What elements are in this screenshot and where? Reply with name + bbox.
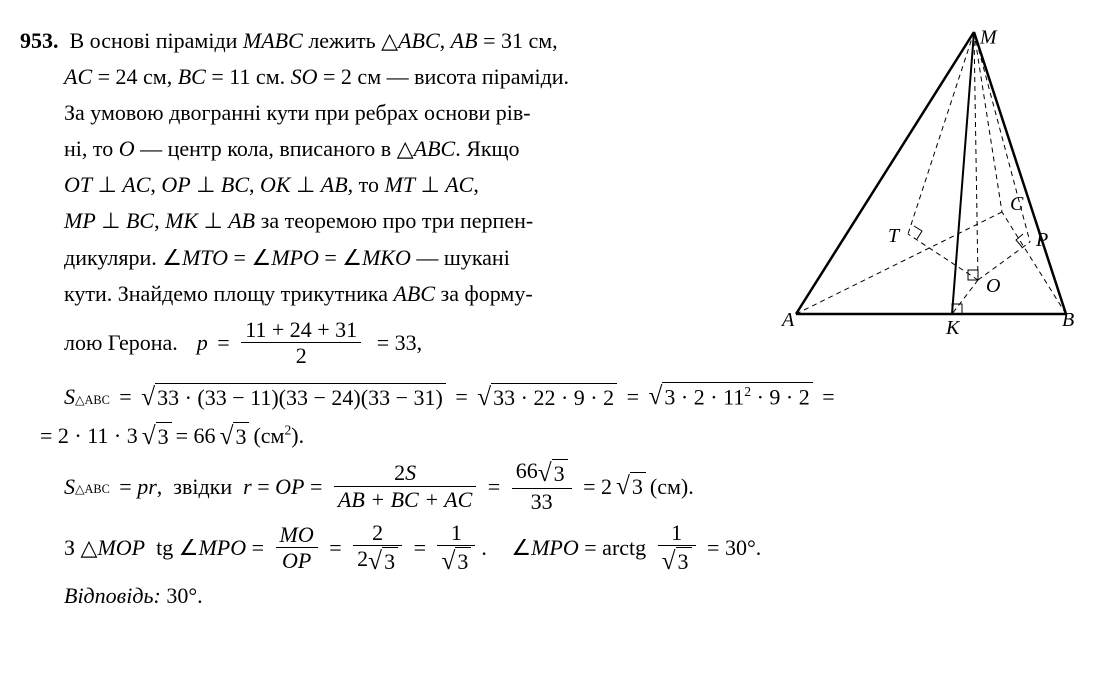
edge-BC xyxy=(1002,212,1066,314)
label-O: O xyxy=(986,275,1000,297)
line2-unit: (см2). xyxy=(253,419,304,452)
frac-2S: 2S AB + BC + AC xyxy=(334,460,476,512)
S2-symbol: S xyxy=(64,470,75,503)
tan-angle: ∠MPO = arctg xyxy=(511,531,651,564)
problem-number: 953. xyxy=(20,28,59,53)
answer-line: Відповідь: 30°. xyxy=(20,583,1080,609)
frac-66r3: 66√3 33 xyxy=(512,458,572,514)
p-label: p xyxy=(197,326,208,360)
edge-MB xyxy=(974,32,1066,314)
sqrt-2: √33 · 22 · 9 · 2 xyxy=(477,383,617,412)
right-angle-T xyxy=(914,226,922,239)
eq-3: = xyxy=(621,380,644,413)
S2-sub: △ABC xyxy=(75,480,110,498)
p-fraction: 11 + 24 + 31 2 xyxy=(241,317,361,369)
tan-eq2: = xyxy=(408,531,431,564)
S-symbol: S xyxy=(64,380,75,413)
text-line-0: В основі піраміди MABC лежить △ABC, AB =… xyxy=(64,28,558,53)
answer-label: Відповідь: xyxy=(64,583,161,608)
S-sub: △ABC xyxy=(75,391,110,409)
edge-MK xyxy=(952,32,974,314)
diagram-column: M A B C T P O K xyxy=(780,24,1080,349)
p-den: 2 xyxy=(241,343,361,368)
line2-mid: = 66 xyxy=(176,419,216,452)
rad3-content: 3 · 2 · 112 · 9 · 2 xyxy=(662,382,812,411)
text-line-1: AC = 24 см, BC = 11 см. SO = 2 см — висо… xyxy=(20,60,772,94)
frac-1-r3: 1 √3 xyxy=(437,520,475,576)
area-line-2: = 2 · 11 · 3 √3 = 66 √3 (см2). xyxy=(20,419,1080,452)
label-K: K xyxy=(945,317,961,339)
sqrt-3b: √3 xyxy=(142,422,172,451)
r-unit: (см). xyxy=(650,470,694,503)
label-T: T xyxy=(888,225,901,247)
eq-2: = xyxy=(450,380,473,413)
tan-eq1: = xyxy=(324,531,347,564)
label-C: C xyxy=(1010,193,1024,215)
tan-block: З △MOP tg ∠MPO = MO OP = 2 2√3 = 1 √3 . … xyxy=(20,520,1080,576)
label-A: A xyxy=(780,309,795,331)
frac-MO-OP: MO OP xyxy=(276,522,318,574)
eq-pr: = pr, звідки r = OP = xyxy=(114,470,328,503)
edge-MA xyxy=(796,32,974,314)
eq-1: = xyxy=(114,380,137,413)
tan-dot: . xyxy=(481,531,487,564)
frac-arctg: 1 √3 xyxy=(658,520,696,576)
answer-value: 30°. xyxy=(161,583,203,608)
text-line-7: кути. Знайдемо площу трикутника ABC за ф… xyxy=(20,277,772,311)
problem-text-column: 953. В основі піраміди MABC лежить △ABC,… xyxy=(20,24,772,374)
tan-prefix: З △MOP tg ∠MPO = xyxy=(64,531,270,564)
text-line-3: ні, то O — центр кола, вписаного в △ABC.… xyxy=(20,132,772,166)
top-section: 953. В основі піраміди MABC лежить △ABC,… xyxy=(20,24,1080,374)
area-line-1: S△ABC = √33 · (33 − 11)(33 − 24)(33 − 31… xyxy=(20,380,1080,413)
pyramid-diagram: M A B C T P O K xyxy=(780,24,1080,344)
label-M: M xyxy=(979,27,998,49)
heron-prefix: лою Герона. xyxy=(64,326,178,360)
tan-line: З △MOP tg ∠MPO = MO OP = 2 2√3 = 1 √3 . … xyxy=(20,520,1080,576)
eq-4: = xyxy=(817,380,835,413)
sqrt-r3: √3 xyxy=(616,472,646,501)
tan-result: = 30°. xyxy=(702,531,762,564)
area-block: S△ABC = √33 · (33 − 11)(33 − 24)(33 − 31… xyxy=(20,380,1080,452)
sqrt-3c: √3 xyxy=(220,422,250,451)
radius-line: S△ABC = pr, звідки r = OP = 2S AB + BC +… xyxy=(20,458,1080,514)
page: 953. В основі піраміди MABC лежить △ABC,… xyxy=(0,0,1100,684)
radius-block: S△ABC = pr, звідки r = OP = 2S AB + BC +… xyxy=(20,458,1080,514)
frac-2-2r3: 2 2√3 xyxy=(353,520,402,576)
eq-r3: = 2 xyxy=(578,470,612,503)
sqrt-3: √3 · 2 · 112 · 9 · 2 xyxy=(649,382,813,411)
edge-MO xyxy=(974,32,978,280)
line2-pre: = 2 · 11 · 3 xyxy=(40,419,138,452)
line-1: 953. В основі піраміди MABC лежить △ABC,… xyxy=(20,24,772,58)
sqrt-1: √33 · (33 − 11)(33 − 24)(33 − 31) xyxy=(141,383,446,412)
text-line-2: За умовою двогранні кути при ребрах осно… xyxy=(20,96,772,130)
p-result: = 33, xyxy=(377,326,422,360)
p-num: 11 + 24 + 31 xyxy=(241,317,361,343)
eq-r2: = xyxy=(482,470,505,503)
label-B: B xyxy=(1062,309,1074,331)
edge-OK xyxy=(952,280,978,314)
label-P: P xyxy=(1035,229,1048,251)
text-line-4: OT ⊥ AC, OP ⊥ BC, OK ⊥ AB, то MT ⊥ AC, xyxy=(20,168,772,202)
text-line-5: MP ⊥ BC, MK ⊥ AB за теоремою про три пер… xyxy=(20,204,772,238)
heron-line: лою Герона. p = 11 + 24 + 31 2 = 33, xyxy=(20,317,772,369)
edge-MT xyxy=(908,32,974,234)
text-line-6: дикуляри. ∠MTO = ∠MPO = ∠MKO — шукані xyxy=(20,241,772,275)
